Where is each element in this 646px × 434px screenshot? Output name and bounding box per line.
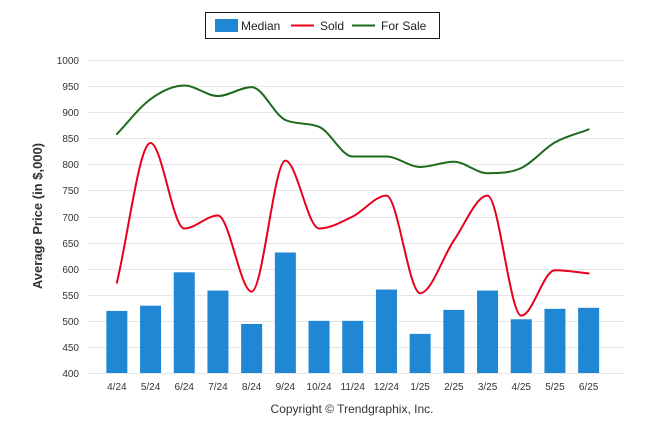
median-bar-7-24 bbox=[207, 290, 229, 373]
for-sale-line bbox=[115, 84, 590, 175]
y-tick-label: 400 bbox=[62, 369, 79, 380]
legend-label-median: Median bbox=[241, 19, 280, 33]
median-bar-6-25 bbox=[578, 307, 600, 373]
x-tick-label: 5/24 bbox=[141, 382, 161, 393]
y-tick-label: 450 bbox=[62, 343, 79, 354]
median-bar-5-25 bbox=[544, 308, 566, 373]
median-bar-12-24 bbox=[375, 289, 397, 373]
sold-line bbox=[115, 141, 590, 317]
x-tick-label: 2/25 bbox=[444, 382, 464, 393]
median-bar-10-24 bbox=[308, 320, 330, 373]
y-tick-label: 900 bbox=[62, 108, 79, 119]
median-bar-9-24 bbox=[274, 252, 296, 373]
median-bar-8-24 bbox=[241, 323, 263, 373]
median-bar-5-24 bbox=[140, 305, 162, 373]
copyright-text: Copyright © Trendgraphix, Inc. bbox=[271, 402, 434, 416]
y-tick-label: 1000 bbox=[57, 56, 80, 67]
x-tick-label: 10/24 bbox=[307, 382, 332, 393]
x-tick-label: 6/25 bbox=[579, 382, 599, 393]
x-tick-label: 3/25 bbox=[478, 382, 498, 393]
x-tick-label: 4/25 bbox=[512, 382, 532, 393]
median-bar-2-25 bbox=[443, 309, 465, 373]
y-tick-label: 850 bbox=[62, 134, 79, 145]
y-tick-label: 700 bbox=[62, 213, 79, 224]
x-tick-label: 11/24 bbox=[341, 382, 366, 393]
y-axis-label: Average Price (in $,000) bbox=[30, 143, 45, 289]
x-tick-label: 5/25 bbox=[545, 382, 565, 393]
x-tick-label: 6/24 bbox=[175, 382, 195, 393]
legend-label-for-sale: For Sale bbox=[381, 19, 427, 33]
y-tick-label: 950 bbox=[62, 82, 79, 93]
x-tick-label: 4/24 bbox=[107, 382, 127, 393]
y-tick-label: 800 bbox=[62, 160, 79, 171]
median-bar-4-25 bbox=[510, 319, 532, 373]
x-tick-labels: 4/24 5/24 6/24 7/24 8/24 9/24 10/24 11/24 12/24 1… bbox=[107, 382, 599, 393]
legend-box bbox=[205, 12, 440, 39]
median-bars bbox=[106, 252, 600, 373]
y-tick-labels: 400 450 500 550 600 650 700 750 800 850 900 950 1000 bbox=[57, 56, 80, 380]
x-tick-label: 8/24 bbox=[242, 382, 262, 393]
x-tick-label: 12/24 bbox=[374, 382, 399, 393]
median-bar-11-24 bbox=[342, 320, 364, 373]
legend: Median Sold For Sale bbox=[205, 12, 440, 39]
x-tick-label: 1/25 bbox=[410, 382, 430, 393]
median-bar-3-25 bbox=[477, 290, 499, 373]
y-tick-label: 750 bbox=[62, 186, 79, 197]
legend-label-sold: Sold bbox=[320, 19, 344, 33]
median-bar-4-24 bbox=[106, 310, 128, 373]
y-tick-label: 600 bbox=[62, 265, 79, 276]
y-tick-label: 550 bbox=[62, 291, 79, 302]
series-lines bbox=[115, 84, 590, 317]
y-tick-label: 650 bbox=[62, 239, 79, 250]
y-tick-label: 500 bbox=[62, 317, 79, 328]
x-tick-label: 9/24 bbox=[276, 382, 296, 393]
median-bar-6-24 bbox=[173, 272, 195, 373]
median-bar-1-25 bbox=[409, 333, 431, 373]
x-tick-label: 7/24 bbox=[208, 382, 228, 393]
legend-swatch-median bbox=[215, 19, 238, 32]
